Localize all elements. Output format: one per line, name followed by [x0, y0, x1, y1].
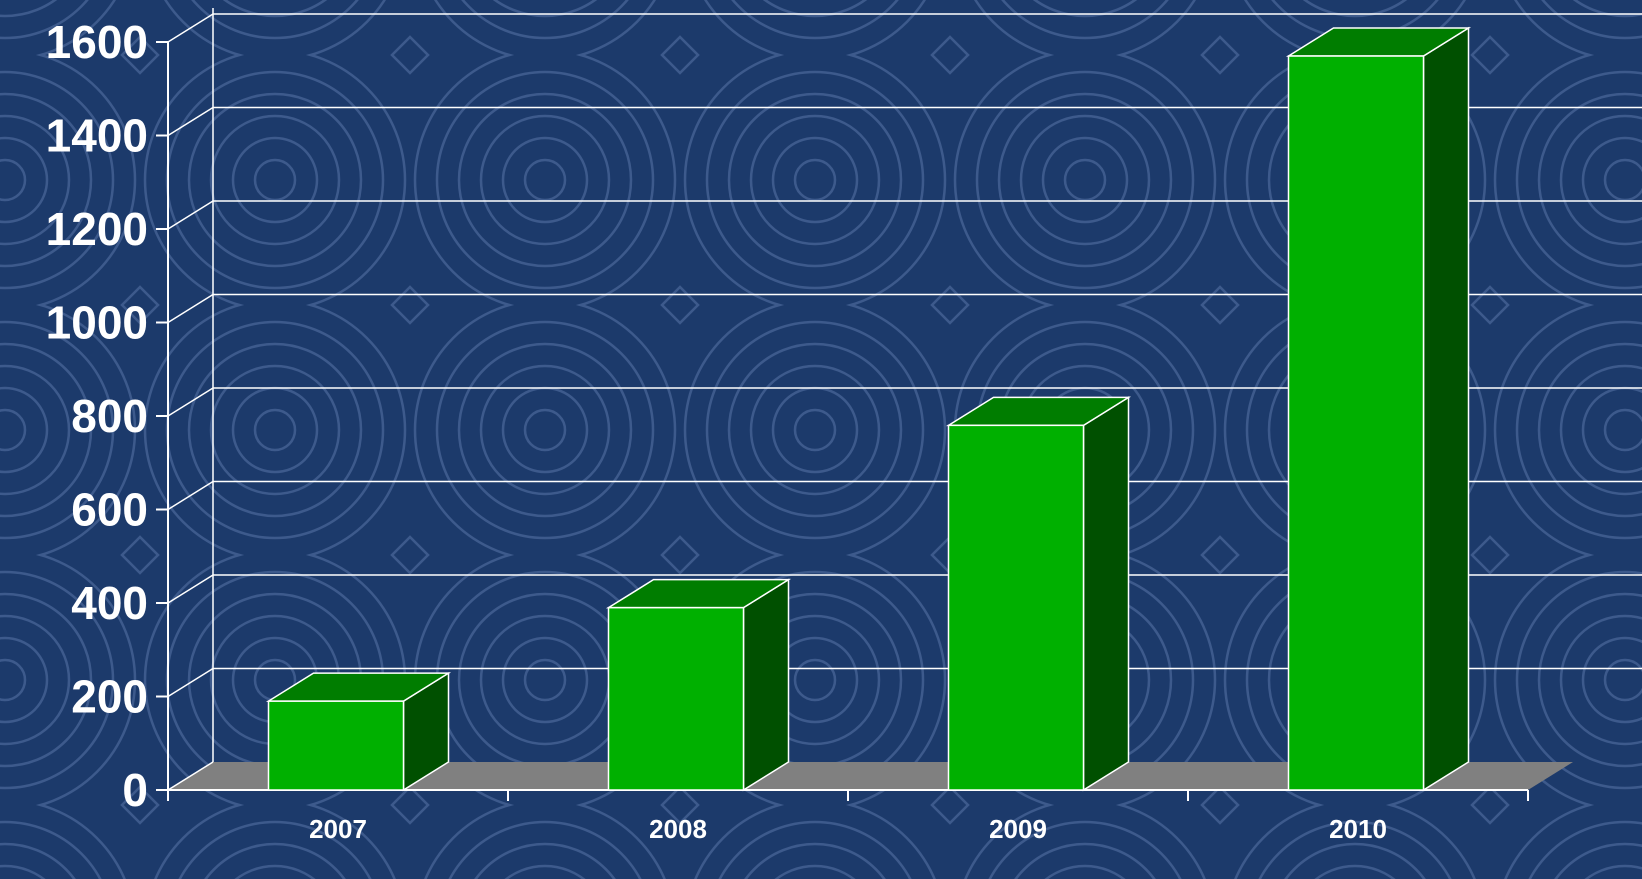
gridline-depth — [167, 387, 214, 417]
y-tick-label: 0 — [122, 764, 148, 816]
y-tick-label: 1600 — [46, 16, 148, 68]
floor-plane — [168, 762, 1573, 790]
y-tick-label: 400 — [71, 577, 148, 629]
gridline-depth — [167, 13, 214, 43]
x-tick-label: 2009 — [989, 814, 1047, 844]
gridline-depth — [167, 667, 214, 698]
y-tick-label: 600 — [71, 484, 148, 536]
bar-2009 — [945, 396, 1132, 792]
y-tick-label: 1000 — [46, 297, 148, 349]
chart-floor — [168, 762, 1573, 790]
gridline-depth — [167, 480, 214, 511]
bar-front-face — [607, 606, 745, 791]
bar-side-face — [1422, 26, 1470, 792]
bar-2007 — [265, 671, 452, 792]
y-tick-label: 1200 — [46, 203, 148, 255]
bars — [265, 26, 1472, 792]
bar-2008 — [605, 578, 792, 792]
x-tick-label: 2010 — [1329, 814, 1387, 844]
gridline-depth — [167, 293, 214, 324]
y-tick-label: 1400 — [46, 110, 148, 162]
x-axis-tick-labels: 2007 2008 2009 2010 — [309, 814, 1387, 844]
gridline-depth — [167, 761, 214, 791]
bar-side-face — [742, 578, 790, 792]
bar-2010 — [1285, 26, 1472, 792]
bar-front-face — [267, 700, 405, 791]
bar-front-face — [1287, 55, 1425, 791]
gridline-depth — [167, 574, 214, 604]
x-tick-label: 2007 — [309, 814, 367, 844]
y-tick-label: 800 — [71, 390, 148, 442]
y-axis-tick-labels: 0 200 400 600 800 1000 1200 1400 1600 — [46, 16, 148, 816]
bar-front-face — [947, 424, 1085, 791]
gridline-depth — [167, 106, 214, 137]
x-tick-label: 2008 — [649, 814, 707, 844]
y-tick-label: 200 — [71, 671, 148, 723]
gridline-depth — [167, 200, 214, 230]
bar-side-face — [1082, 396, 1130, 792]
